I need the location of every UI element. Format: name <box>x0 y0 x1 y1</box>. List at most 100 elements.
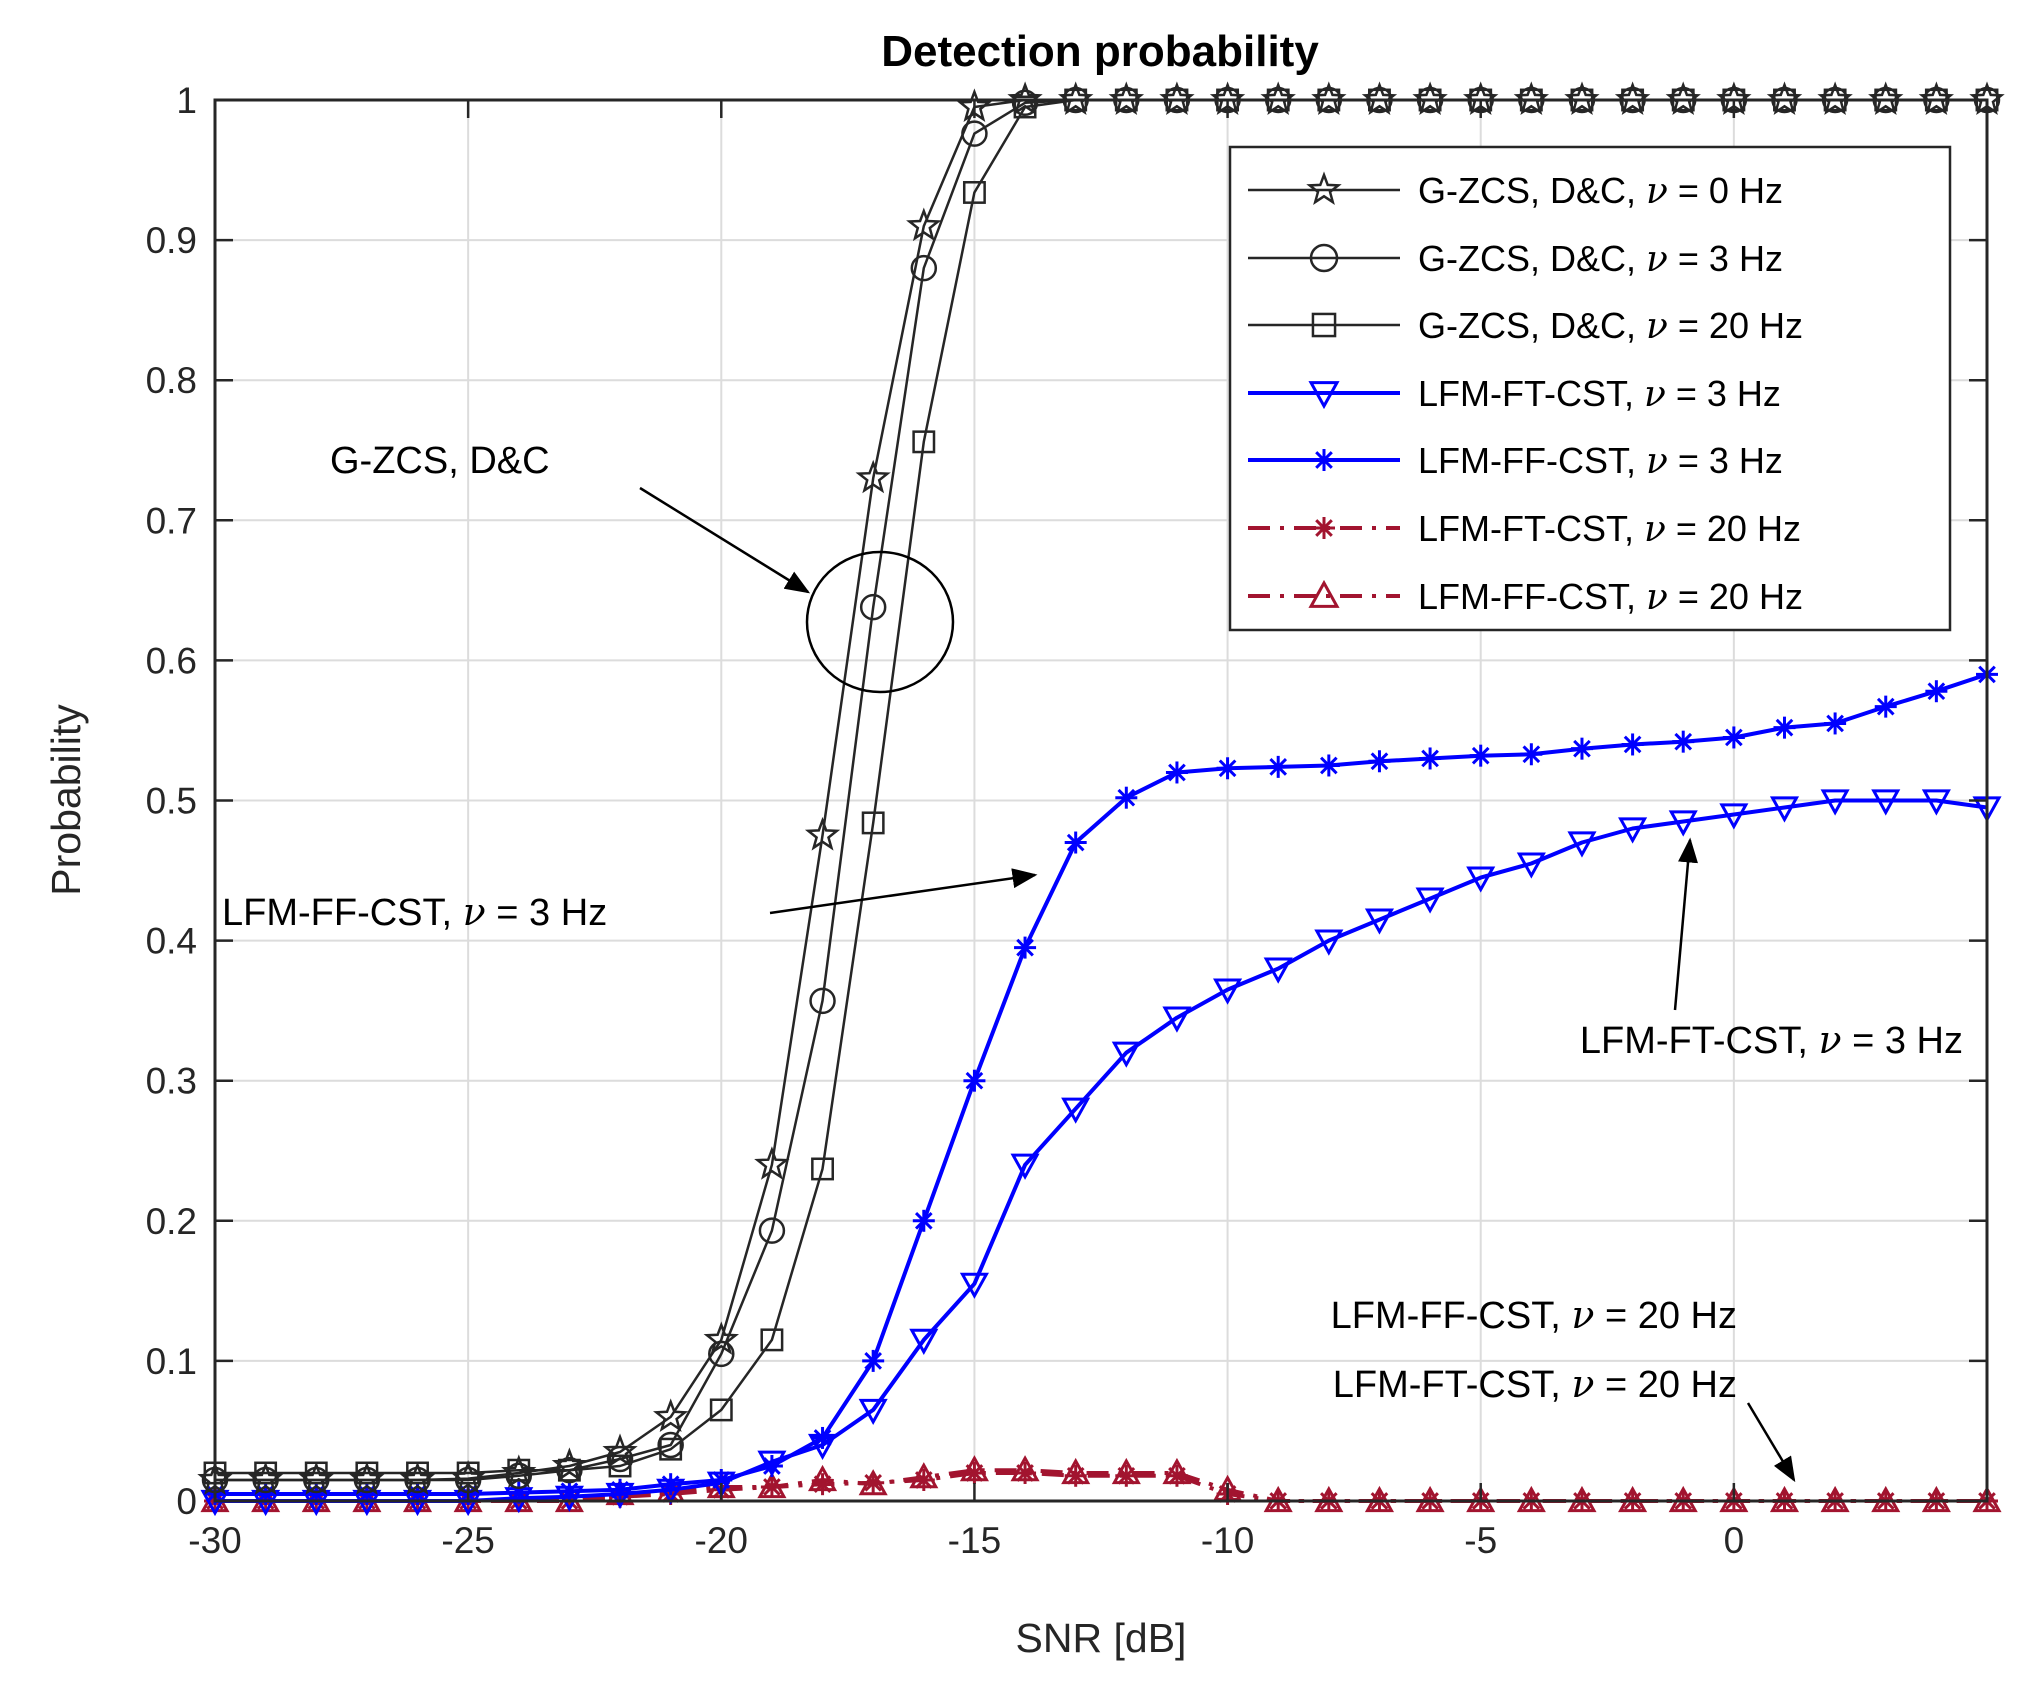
legend-label-prefix: LFM-FF-CST, <box>1418 440 1646 481</box>
y-tick-label: 0.9 <box>146 220 197 261</box>
data-point <box>962 181 986 204</box>
data-point <box>1010 1455 1040 1482</box>
marker-shape <box>1918 81 1954 115</box>
data-point <box>1672 730 1695 753</box>
marker-shape <box>959 1272 989 1299</box>
marker-shape <box>657 1431 684 1459</box>
data-point <box>912 430 936 454</box>
marker-shape <box>1010 1153 1040 1180</box>
data-point <box>1317 754 1340 777</box>
data-point <box>1007 81 1043 115</box>
marker-shape <box>1618 817 1648 844</box>
x-tick-label: -20 <box>695 1520 748 1561</box>
data-point <box>653 1398 689 1433</box>
marker-shape <box>1876 697 1895 716</box>
data-point <box>1165 761 1188 784</box>
legend-marker <box>1313 449 1335 471</box>
legend-label: LFM-FF-CST, ν = 3 Hz <box>1418 440 1783 482</box>
x-tick-label: -15 <box>948 1520 1001 1561</box>
data-point <box>1773 716 1796 739</box>
annotation-label-symbol: ν <box>463 890 486 934</box>
data-point <box>909 1462 939 1489</box>
marker-shape <box>1315 519 1333 537</box>
marker-shape <box>605 1482 635 1510</box>
data-point <box>855 459 891 494</box>
data-point <box>1621 733 1644 756</box>
marker-shape <box>706 1471 736 1498</box>
data-point <box>1769 796 1800 823</box>
legend-label-symbol: ν <box>1646 171 1668 212</box>
legend: G-ZCS, D&C, ν = 0 HzG-ZCS, D&C, ν = 3 Hz… <box>1228 145 1952 632</box>
marker-shape <box>1111 1041 1141 1068</box>
data-point <box>1061 1457 1091 1485</box>
y-tick-label: 0.4 <box>146 921 197 962</box>
annotation-label: G-ZCS, D&C <box>330 440 550 482</box>
marker-shape <box>1007 81 1043 115</box>
data-point <box>1061 1097 1091 1124</box>
marker-shape <box>1725 728 1743 747</box>
data-point <box>248 1461 284 1495</box>
data-point <box>807 1433 838 1461</box>
legend-label-symbol: ν <box>1646 239 1668 280</box>
legend-label-symbol: ν <box>1644 374 1666 415</box>
annotation-label-suffix: = 3 Hz <box>486 892 607 934</box>
marker-shape <box>807 1464 838 1492</box>
axis-ticks: -30 -25 -20 -15 -10 -5 0 0 0.1 0.2 0.3 0.4 0.5 0.6 0.7… <box>146 80 1987 1561</box>
data-point <box>760 1328 784 1352</box>
y-tick-label: 0.8 <box>146 360 197 401</box>
annotation-label-suffix: = 20 Hz <box>1594 1364 1737 1406</box>
data-point <box>959 1272 989 1299</box>
data-point <box>1115 786 1138 809</box>
data-point <box>1057 81 1094 115</box>
legend-label-prefix: LFM-FT-CST, <box>1418 508 1644 549</box>
legend-label-suffix: = 0 Hz <box>1668 170 1783 211</box>
data-point <box>1614 81 1651 115</box>
legend-label-prefix: LFM-FT-CST, <box>1418 373 1644 414</box>
marker-shape <box>1061 1457 1091 1485</box>
x-tick-label: 0 <box>1724 1520 1745 1561</box>
marker-shape <box>1213 978 1243 1005</box>
marker-shape <box>1057 81 1094 115</box>
x-tick-label: -5 <box>1464 1520 1497 1561</box>
data-point <box>1263 957 1293 984</box>
data-point <box>858 1398 888 1426</box>
data-point <box>1719 803 1749 830</box>
marker-shape <box>1314 929 1344 956</box>
data-point <box>758 1217 786 1244</box>
legend-item: G-ZCS, D&C, ν = 0 Hz <box>1248 170 1783 212</box>
data-point <box>556 1456 583 1484</box>
data-point <box>1618 817 1648 844</box>
data-point <box>1361 81 1398 115</box>
data-point <box>1868 81 1904 115</box>
data-point <box>1665 81 1701 115</box>
legend-item: LFM-FT-CST, ν = 3 Hz <box>1248 373 1781 415</box>
annotation-label-suffix: = 3 Hz <box>1842 1020 1963 1062</box>
marker-shape <box>1108 81 1145 115</box>
data-point <box>399 1461 436 1495</box>
marker-shape <box>912 430 936 454</box>
y-tick-label: 0 <box>176 1481 197 1522</box>
marker-shape <box>1364 908 1395 935</box>
gzcs-arrow <box>639 486 811 594</box>
data-point <box>862 1349 885 1372</box>
marker-shape <box>1614 81 1651 115</box>
marker-shape <box>1623 735 1642 754</box>
data-point <box>554 1485 584 1512</box>
annotation-label-prefix: LFM-FT-CST, <box>1333 1364 1572 1406</box>
marker-shape <box>606 1445 634 1473</box>
legend-marker <box>1313 517 1335 539</box>
series-3 <box>200 789 2002 1517</box>
chart-title: Detection probability <box>881 27 1319 76</box>
legend-marker <box>1308 579 1340 608</box>
marker-shape <box>1516 852 1546 879</box>
marker-shape <box>962 181 986 204</box>
marker-shape <box>914 1211 933 1230</box>
legend-label-suffix: = 20 Hz <box>1668 305 1803 346</box>
legend-label-suffix: = 3 Hz <box>1668 238 1783 279</box>
marker-shape <box>1168 763 1186 782</box>
marker-shape <box>349 1461 385 1495</box>
marker-shape <box>709 1398 733 1422</box>
data-point <box>959 1455 989 1482</box>
marker-shape <box>1820 789 1850 816</box>
